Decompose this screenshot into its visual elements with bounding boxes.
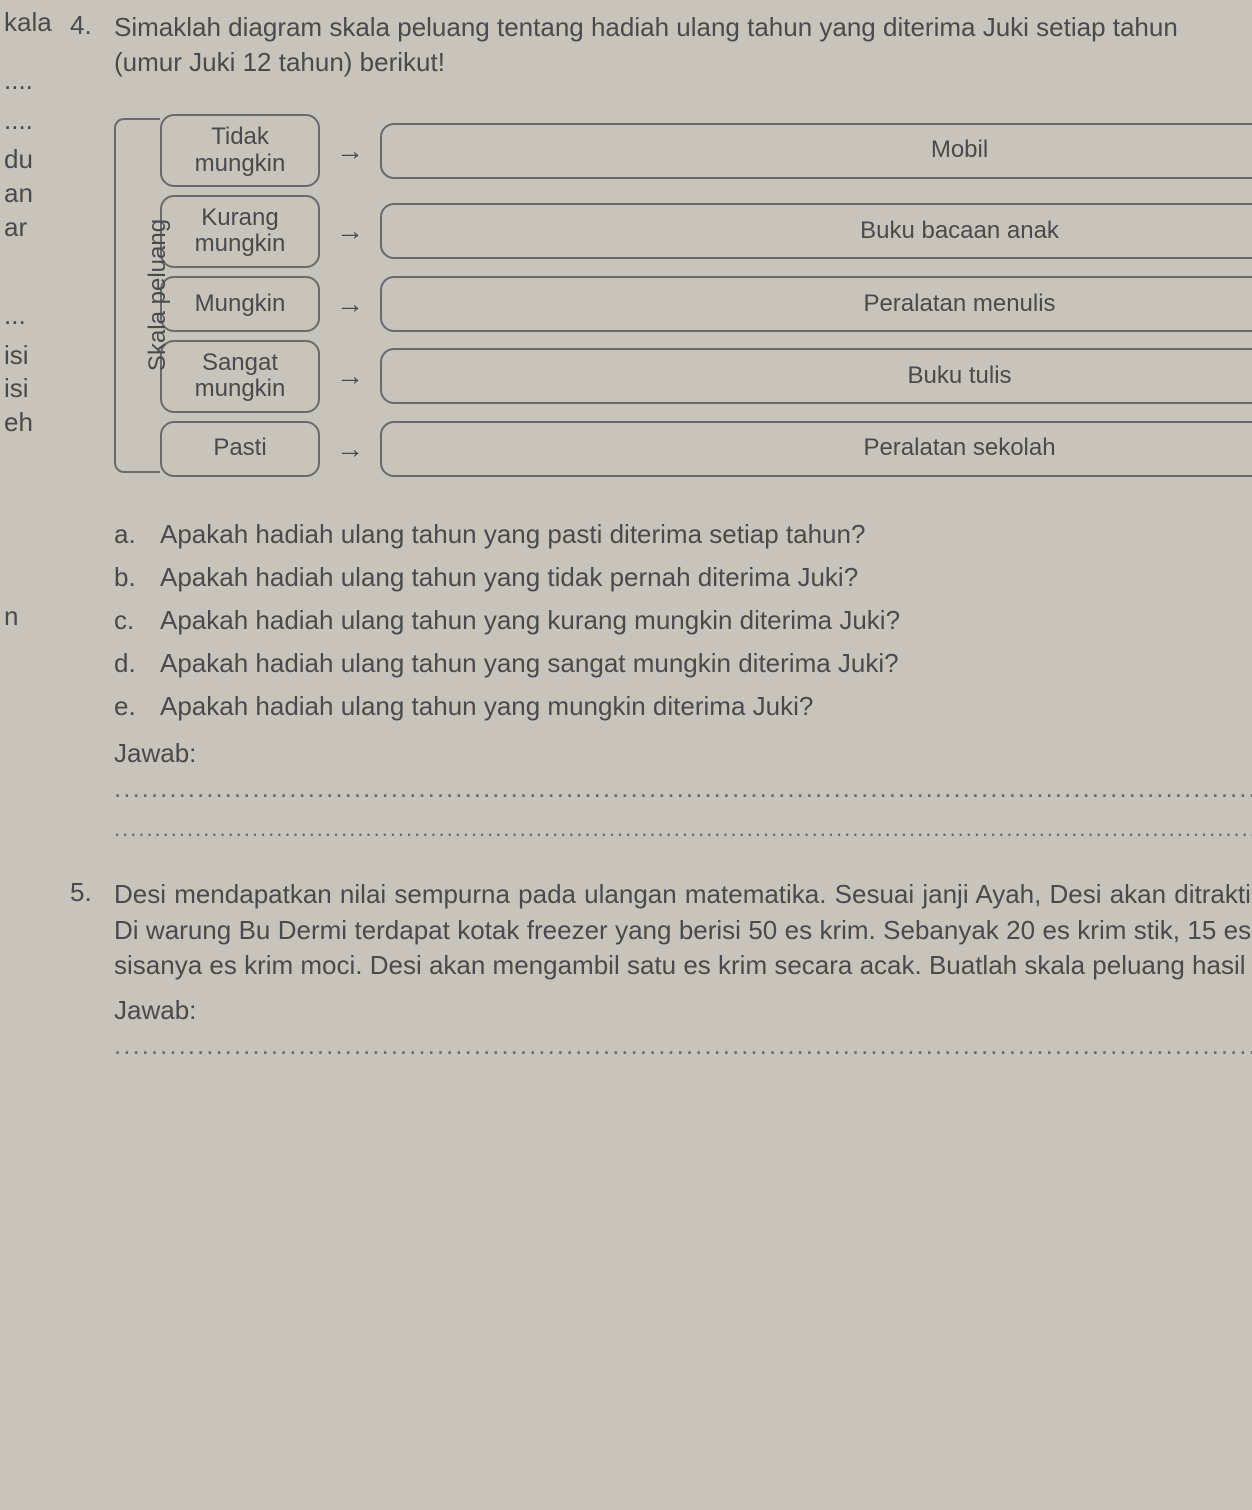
question-text-line: (umur Juki 12 tahun) berikut! <box>114 45 1252 80</box>
answer-dots: ........................................… <box>114 773 1252 803</box>
diagram-row: Sangat mungkin → Buku tulis <box>160 340 1252 413</box>
sub-letter: a. <box>114 515 160 554</box>
value-box: Peralatan menulis <box>380 276 1252 332</box>
diagram-row: Mungkin → Peralatan menulis <box>160 276 1252 332</box>
sub-question-a: a. Apakah hadiah ulang tahun yang pasti … <box>114 515 1252 554</box>
question-5: 5. Desi mendapatkan nilai sempurna pada … <box>70 877 1240 1062</box>
arrow-icon: → <box>320 285 380 323</box>
scale-box: Mungkin <box>160 276 320 332</box>
page-content: 4. Simaklah diagram skala peluang tentan… <box>70 10 1240 1063</box>
sub-text: Apakah hadiah ulang tahun yang pasti dit… <box>160 515 865 554</box>
page-edge-fragments: kala .... .... du an ar ... isi isi eh n <box>0 0 60 634</box>
question-number: 5. <box>70 877 114 908</box>
value-box: Buku bacaan anak <box>380 203 1252 259</box>
answer-dots-line: ........................................… <box>114 814 1252 844</box>
value-box: Buku tulis <box>380 348 1252 404</box>
arrow-icon: → <box>320 212 380 250</box>
sub-question-b: b. Apakah hadiah ulang tahun yang tidak … <box>114 558 1252 597</box>
diagram-row: Tidak mungkin → Mobil <box>160 114 1252 187</box>
sub-questions: a. Apakah hadiah ulang tahun yang pasti … <box>114 515 1252 726</box>
sub-text: Apakah hadiah ulang tahun yang kurang mu… <box>160 601 900 640</box>
sub-question-d: d. Apakah hadiah ulang tahun yang sangat… <box>114 644 1252 683</box>
value-box: Mobil <box>380 123 1252 179</box>
edge-text: .... <box>0 64 60 98</box>
scale-box: Sangat mungkin <box>160 340 320 413</box>
sub-question-c: c. Apakah hadiah ulang tahun yang kurang… <box>114 601 1252 640</box>
sub-text: Apakah hadiah ulang tahun yang sangat mu… <box>160 644 899 683</box>
bracket-shape: Skala peluang <box>114 118 160 472</box>
question-text: Desi mendapatkan nilai sempurna pada ula… <box>114 877 1252 982</box>
diagram-rows: Tidak mungkin → Mobil Kurang mungkin → B… <box>160 106 1252 484</box>
edge-text: an <box>0 177 60 211</box>
diagram-row: Kurang mungkin → Buku bacaan anak <box>160 195 1252 268</box>
edge-text: ar <box>0 211 60 245</box>
scale-box: Pasti <box>160 421 320 477</box>
edge-text: isi <box>0 372 60 406</box>
question-body: Simaklah diagram skala peluang tentang h… <box>114 10 1252 843</box>
sub-letter: c. <box>114 601 160 640</box>
sub-text: Apakah hadiah ulang tahun yang tidak per… <box>160 558 858 597</box>
sub-text: Apakah hadiah ulang tahun yang mungkin d… <box>160 687 813 726</box>
answer-line: Jawab: .................................… <box>114 993 1252 1063</box>
edge-text: isi <box>0 339 60 373</box>
question-text-line: Simaklah diagram skala peluang tentang h… <box>114 10 1252 45</box>
bracket-label: Skala peluang <box>142 219 174 371</box>
answer-dots: ........................................… <box>114 1030 1252 1060</box>
edge-text: du <box>0 143 60 177</box>
edge-text: kala <box>0 6 60 40</box>
answer-label: Jawab: <box>114 995 196 1025</box>
sub-letter: e. <box>114 687 160 726</box>
sub-letter: d. <box>114 644 160 683</box>
question-4: 4. Simaklah diagram skala peluang tentan… <box>70 10 1240 843</box>
sub-letter: b. <box>114 558 160 597</box>
edge-text: ... <box>0 299 60 333</box>
scale-box: Kurang mungkin <box>160 195 320 268</box>
value-box: Peralatan sekolah <box>380 421 1252 477</box>
question-body: Desi mendapatkan nilai sempurna pada ula… <box>114 877 1252 1062</box>
scale-box: Tidak mungkin <box>160 114 320 187</box>
arrow-icon: → <box>320 430 380 468</box>
probability-diagram: Skala peluang Tidak mungkin → Mobil Kura… <box>114 106 1252 484</box>
bracket-column: Skala peluang <box>114 106 160 484</box>
answer-line: Jawab: .................................… <box>114 736 1252 806</box>
edge-text: .... <box>0 104 60 138</box>
answer-label: Jawab: <box>114 738 196 768</box>
edge-text: eh <box>0 406 60 440</box>
arrow-icon: → <box>320 357 380 395</box>
question-number: 4. <box>70 10 114 41</box>
diagram-row: Pasti → Peralatan sekolah <box>160 421 1252 477</box>
edge-text: n <box>0 600 60 634</box>
sub-question-e: e. Apakah hadiah ulang tahun yang mungki… <box>114 687 1252 726</box>
arrow-icon: → <box>320 132 380 170</box>
